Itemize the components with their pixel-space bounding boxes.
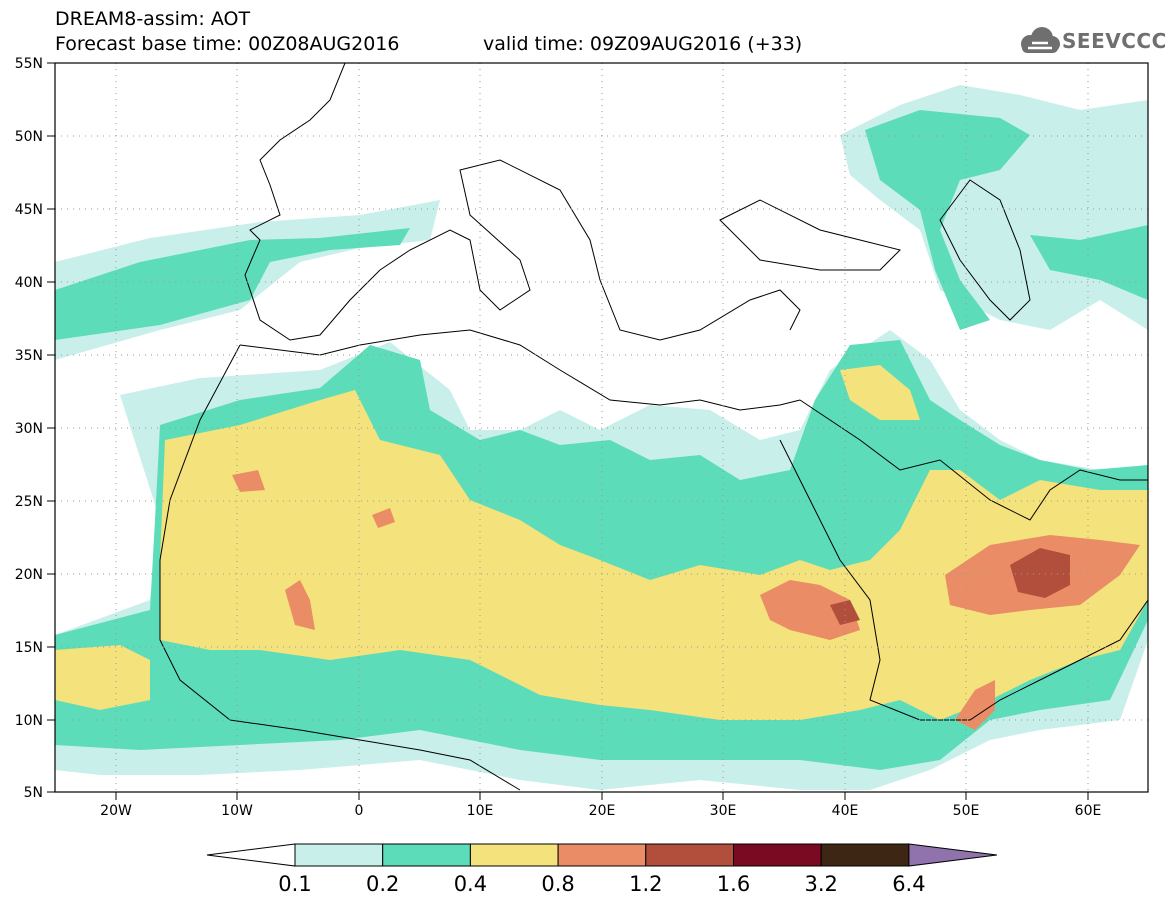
colorbar-over-triangle bbox=[908, 843, 997, 867]
aot-level-1.2 bbox=[830, 548, 1070, 625]
colorbar-label: 0.8 bbox=[541, 872, 575, 896]
lon-label: 10W bbox=[221, 803, 253, 819]
lon-label: 50E bbox=[953, 803, 980, 819]
cloud-logo-icon bbox=[1021, 27, 1060, 53]
lat-label: 35N bbox=[15, 348, 43, 364]
lat-label: 25N bbox=[15, 494, 43, 510]
lon-label: 20W bbox=[100, 803, 132, 819]
colorbar-swatch bbox=[557, 843, 647, 867]
lat-label: 40N bbox=[15, 275, 43, 291]
colorbar-label: 1.2 bbox=[629, 872, 663, 896]
colorbar-swatch bbox=[382, 843, 471, 867]
colorbar bbox=[206, 843, 997, 867]
colorbar-label: 0.2 bbox=[365, 872, 400, 896]
lat-label: 20N bbox=[15, 567, 43, 583]
colorbar-swatch bbox=[645, 843, 734, 867]
colorbar-swatch bbox=[294, 843, 384, 867]
lat-label: 10N bbox=[15, 713, 43, 729]
valid-time: valid time: 09Z09AUG2016 (+33) bbox=[483, 33, 803, 55]
colorbar-label: 6.4 bbox=[892, 872, 926, 896]
colorbar-label: 0.1 bbox=[278, 872, 312, 896]
lon-label: 10E bbox=[467, 803, 494, 819]
colorbar-swatch bbox=[820, 843, 910, 867]
lon-label: 60E bbox=[1075, 803, 1102, 819]
colorbar-swatch bbox=[469, 843, 559, 867]
colorbar-swatch bbox=[733, 843, 822, 867]
aot-field bbox=[55, 85, 1148, 790]
gridlines bbox=[55, 63, 1148, 792]
lon-label: 20E bbox=[589, 803, 616, 819]
lon-label: 40E bbox=[832, 803, 859, 819]
colorbar-label: 1.6 bbox=[716, 872, 751, 896]
lat-label: 15N bbox=[15, 640, 43, 656]
lat-label: 5N bbox=[24, 785, 43, 801]
lon-label: 30E bbox=[710, 803, 737, 819]
tick-marks bbox=[47, 62, 1089, 800]
lat-label: 55N bbox=[15, 56, 43, 72]
colorbar-label: 3.2 bbox=[804, 872, 838, 896]
lon-label: 0 bbox=[355, 803, 364, 819]
colorbar-under-triangle bbox=[206, 843, 296, 867]
aot-level-0.4 bbox=[55, 365, 1148, 720]
base-time: Forecast base time: 00Z08AUG2016 bbox=[55, 33, 400, 55]
colorbar-label: 0.4 bbox=[453, 872, 488, 896]
lat-label: 30N bbox=[15, 421, 43, 437]
logo-text: SEEVCCC bbox=[1062, 29, 1165, 53]
title: DREAM8-assim: AOT bbox=[55, 8, 251, 30]
lat-label: 50N bbox=[15, 129, 43, 145]
lat-label: 45N bbox=[15, 202, 43, 218]
